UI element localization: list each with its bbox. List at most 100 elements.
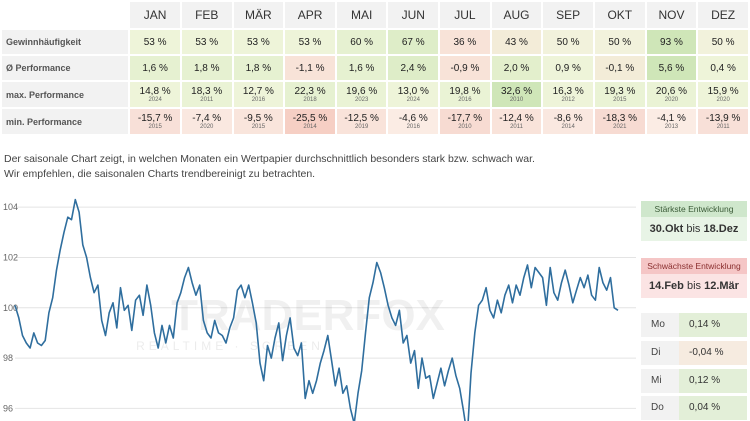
weakest-from: 14.Feb <box>649 280 684 292</box>
row-label: max. Performance <box>2 82 129 107</box>
stat-value: 12,7 % <box>242 85 274 97</box>
stat-value: 19,8 % <box>449 85 481 97</box>
stat-cell: -17,7 % 2010 <box>440 109 490 134</box>
stat-value: 19,6 % <box>346 85 378 97</box>
stat-value: 2,4 % <box>400 62 427 74</box>
stat-cell: 19,6 % 2023 <box>336 82 387 107</box>
weekday-value: 0,14 % <box>679 313 747 337</box>
strongest-range: 30.Okt bis 18.Dez <box>641 217 747 241</box>
month-header: APR <box>285 2 335 28</box>
stat-year: 2016 <box>406 123 420 130</box>
stat-cell: 36 % <box>440 30 490 54</box>
stat-cell: -13,9 % 2011 <box>698 109 748 134</box>
month-header: AUG <box>491 2 542 28</box>
stat-value: -4,6 % <box>398 112 428 124</box>
stat-value: 13,0 % <box>397 85 429 97</box>
month-header: JAN <box>130 2 180 28</box>
stat-year: 2016 <box>251 96 266 103</box>
stat-value: -17,7 % <box>447 112 483 124</box>
month-header: NOV <box>646 2 697 28</box>
stat-year: 2011 <box>510 123 523 130</box>
y-tick-label: 96 <box>3 403 13 413</box>
weakest-development-panel: Schwächste Entwicklung 14.Feb bis 12.Mär <box>641 258 747 298</box>
y-tick-label: 98 <box>3 353 13 363</box>
series-line <box>14 198 619 421</box>
stat-value: 2,0 % <box>503 62 530 74</box>
stat-cell: 93 % <box>646 30 697 54</box>
stat-cell: 12,7 % 2016 <box>233 82 284 107</box>
weakest-bis: bis <box>686 280 702 292</box>
weakest-range: 14.Feb bis 12.Mär <box>641 274 747 298</box>
stat-value: 1,8 % <box>193 62 220 74</box>
stat-cell: 2,0 % <box>491 56 542 80</box>
stat-value: 14,8 % <box>139 85 171 97</box>
stat-year: 2011 <box>716 123 730 130</box>
stat-year: 2015 <box>251 123 266 130</box>
seasonal-line-chart: TRADERFOX REALTIME · SCREEN 104102100989… <box>3 198 636 421</box>
stat-cell: 53 % <box>181 30 232 54</box>
stat-cell: 50 % <box>698 30 748 54</box>
stat-cell: 0,9 % <box>543 56 593 80</box>
stat-value: 50 % <box>556 36 580 48</box>
stat-value: 53 % <box>246 36 270 48</box>
month-header: MAI <box>336 2 387 28</box>
stat-cell: -4,6 % 2016 <box>388 109 439 134</box>
stat-cell: 13,0 % 2024 <box>388 82 439 107</box>
stat-value: 20,6 % <box>655 85 688 97</box>
weekday-row: Mi 0,12 % <box>641 369 747 393</box>
stat-value: -9,5 % <box>243 112 273 124</box>
stat-value: 16,3 % <box>552 85 584 97</box>
chart-description: Der saisonale Chart zeigt, in welchen Mo… <box>4 153 535 180</box>
stat-value: 1,6 % <box>348 62 375 74</box>
stat-cell: 14,8 % 2024 <box>130 82 180 107</box>
stat-year: 2013 <box>664 123 679 130</box>
stat-cell: 53 % <box>285 30 335 54</box>
weakest-label: Schwächste Entwicklung <box>641 258 747 274</box>
stat-cell: 32,6 % 2010 <box>491 82 542 107</box>
weekday-row: Do 0,04 % <box>641 396 747 420</box>
row-label: min. Performance <box>2 109 129 134</box>
stat-cell: -8,6 % 2014 <box>543 109 593 134</box>
stat-year: 2020 <box>716 96 730 103</box>
stat-year: 2021 <box>613 123 627 130</box>
stat-year: 2014 <box>561 123 575 130</box>
strongest-to: 18.Dez <box>703 223 739 235</box>
stat-value: 18,3 % <box>191 85 223 97</box>
stat-year: 2024 <box>406 96 420 103</box>
month-header: OKT <box>594 2 645 28</box>
stat-value: 36 % <box>453 36 477 48</box>
stat-cell: 22,3 % 2018 <box>285 82 335 107</box>
stat-value: 67 % <box>401 36 425 48</box>
stat-cell: 1,8 % <box>233 56 284 80</box>
stat-value: 5,6 % <box>658 62 685 74</box>
stats-row: Gewinnhäufigkeit 53 % 53 % 53 % 53 % 60 % 67 %… <box>2 30 748 54</box>
month-header: JUN <box>388 2 439 28</box>
stat-value: 1,6 % <box>142 62 168 74</box>
y-tick-label: 100 <box>3 303 18 313</box>
strongest-bis: bis <box>686 223 701 235</box>
y-tick-label: 102 <box>3 252 18 262</box>
stat-cell: -25,5 % 2014 <box>285 109 335 134</box>
stat-value: -12,5 % <box>344 112 379 124</box>
stat-cell: -4,1 % 2013 <box>646 109 697 134</box>
strongest-development-panel: Stärkste Entwicklung 30.Okt bis 18.Dez <box>641 201 747 241</box>
stat-value: 43 % <box>505 36 528 48</box>
stat-value: 93 % <box>660 36 683 48</box>
stat-value: -0,9 % <box>450 62 480 74</box>
stat-value: 53 % <box>143 36 167 48</box>
stat-cell: -7,4 % 2020 <box>181 109 232 134</box>
stats-row: min. Performance -15,7 % 2015 -7,4 % 2020 -9,… <box>2 109 748 134</box>
stat-value: 32,6 % <box>500 85 533 97</box>
stat-value: -25,5 % <box>292 112 328 124</box>
stat-value: -15,7 % <box>137 112 173 124</box>
stats-row: Ø Performance 1,6 % 1,8 % 1,8 % -1,1 % 1,6 % 2… <box>2 56 748 80</box>
weekday-value: 0,04 % <box>679 396 747 420</box>
weekday-row: Di -0,04 % <box>641 341 747 365</box>
stat-year: 2012 <box>561 96 575 103</box>
stat-value: 1,8 % <box>245 62 272 74</box>
stat-cell: 50 % <box>543 30 593 54</box>
stat-year: 2018 <box>303 96 317 103</box>
weekday-row: Mo 0,14 % <box>641 313 747 337</box>
stat-value: 53 % <box>298 36 322 48</box>
stat-cell: -18,3 % 2021 <box>594 109 645 134</box>
